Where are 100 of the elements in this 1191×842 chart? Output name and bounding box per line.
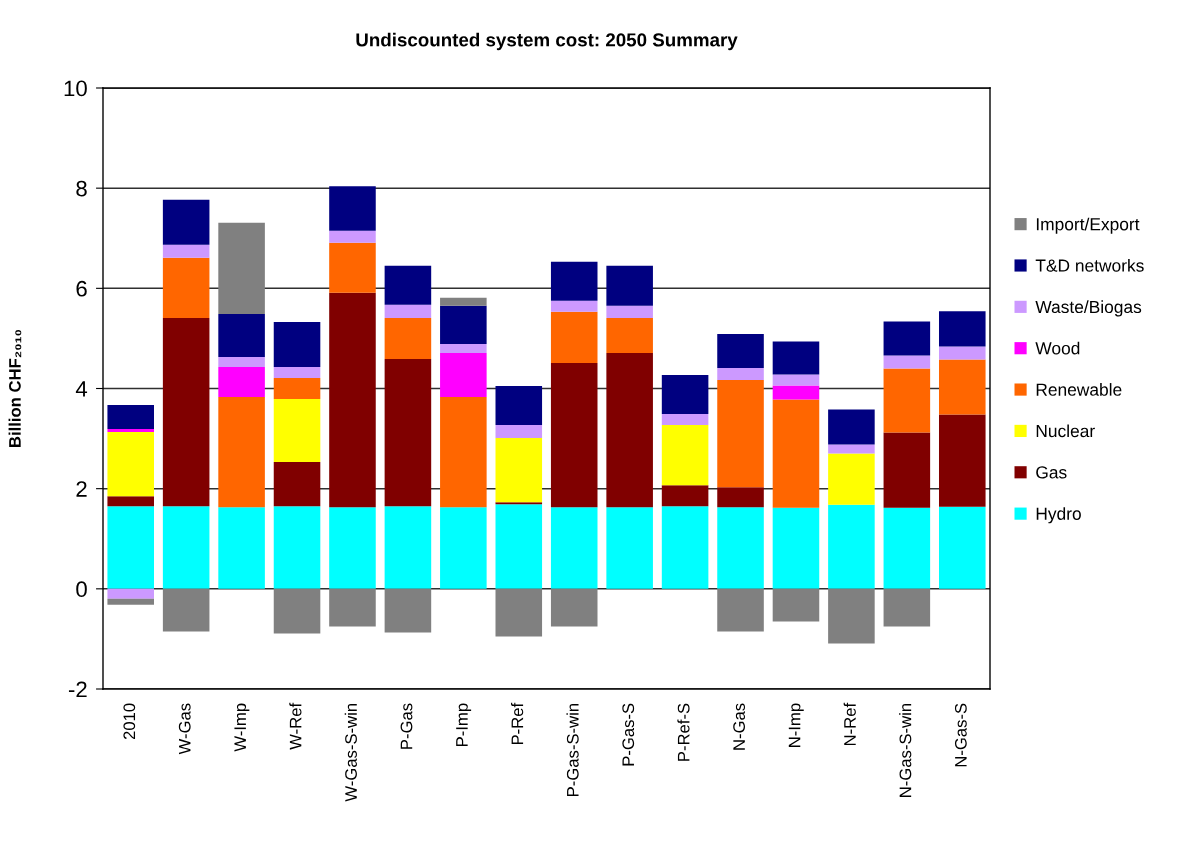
bar	[273, 462, 321, 507]
bar	[162, 199, 210, 245]
bar	[717, 588, 764, 632]
bar	[939, 359, 986, 415]
legend-label: Hydro	[1036, 507, 1081, 524]
bar	[495, 438, 543, 503]
bar	[273, 588, 321, 634]
bar	[384, 588, 432, 633]
bar	[107, 429, 154, 433]
bar	[939, 506, 986, 589]
bar	[329, 186, 376, 231]
bar	[772, 399, 820, 508]
legend-label: Gas	[1036, 466, 1067, 479]
bar	[162, 257, 210, 318]
bar	[107, 405, 154, 430]
bar	[606, 305, 653, 318]
x-tick-label: N-Gas	[733, 703, 746, 750]
x-tick-label: P-Ref	[511, 702, 524, 745]
y-tick-label: 4	[75, 381, 88, 397]
bar	[939, 346, 986, 360]
bar	[440, 305, 487, 344]
x-tick-label: W-Ref	[289, 702, 302, 750]
bar	[883, 355, 931, 369]
bar	[550, 261, 598, 301]
y-tick-label: 10	[64, 80, 87, 97]
y-axis-title: Billion CHF₂₀₁₀	[8, 329, 22, 447]
bar	[883, 432, 931, 508]
bar	[828, 453, 875, 505]
x-tick-label: P-Gas-S-win	[566, 703, 579, 796]
bar	[828, 409, 875, 445]
bar	[162, 588, 210, 632]
y-tick-label: -2	[68, 681, 87, 698]
bar	[883, 507, 931, 589]
bar	[107, 432, 154, 497]
bar	[440, 343, 487, 353]
bar	[495, 502, 543, 505]
legend-label: Wood	[1035, 341, 1080, 355]
legend-label: T&D networks	[1035, 258, 1144, 272]
bar	[218, 313, 265, 357]
bar	[883, 368, 931, 433]
legend-label: Renewable	[1036, 383, 1122, 396]
bar	[495, 386, 543, 426]
y-tick-label: 0	[76, 581, 87, 598]
bar	[495, 504, 543, 589]
x-tick-label: P-Gas-S	[622, 703, 635, 766]
bar	[440, 297, 487, 306]
bar	[384, 304, 432, 318]
bar	[883, 588, 931, 627]
bar	[107, 588, 154, 599]
x-tick-label: W-Gas-S-win	[344, 703, 357, 802]
bar	[273, 377, 321, 400]
chart-title: Undiscounted system cost: 2050 Summary	[356, 32, 738, 51]
x-tick-label: W-Gas	[178, 703, 191, 755]
x-tick-label: W-Imp	[234, 703, 250, 752]
bar	[772, 507, 820, 589]
x-tick-label: N-Imp	[788, 703, 804, 747]
bar	[883, 321, 931, 356]
bar	[550, 588, 598, 627]
bar	[218, 222, 265, 314]
bar	[550, 362, 598, 508]
bar	[440, 507, 487, 589]
legend-label: Nuclear	[1036, 424, 1095, 438]
bar	[717, 507, 764, 589]
x-tick-label: P-Ref-S	[677, 703, 690, 761]
bar	[550, 300, 598, 312]
legend-label: Waste/Biogas	[1035, 300, 1142, 317]
bar	[550, 507, 598, 589]
bar	[717, 333, 764, 368]
bar	[384, 358, 432, 507]
bar	[661, 374, 709, 415]
bar	[440, 352, 487, 398]
bar	[329, 507, 376, 589]
x-tick-label: N-Ref	[843, 702, 856, 746]
bar	[384, 265, 432, 305]
bar	[772, 374, 820, 386]
bar	[273, 366, 321, 378]
x-tick-label: P-Imp	[456, 703, 472, 746]
bar	[661, 425, 709, 486]
x-tick-label: N-Gas-S	[954, 703, 967, 767]
bar	[218, 397, 265, 508]
bar	[329, 230, 376, 243]
bar	[717, 367, 764, 380]
bar	[939, 414, 986, 507]
bar	[273, 321, 321, 367]
x-tick-label: 2010	[123, 703, 136, 740]
bar	[162, 506, 210, 589]
bar	[162, 244, 210, 258]
bar	[717, 379, 764, 488]
bar	[661, 485, 709, 507]
bar	[329, 588, 376, 627]
bar	[329, 242, 376, 293]
bar	[606, 507, 653, 589]
bar	[772, 341, 820, 375]
bar	[828, 504, 875, 589]
bar	[440, 397, 487, 508]
bar	[329, 292, 376, 508]
bar	[495, 425, 543, 439]
bar	[828, 444, 875, 454]
bar	[606, 352, 653, 508]
bar	[772, 588, 820, 622]
